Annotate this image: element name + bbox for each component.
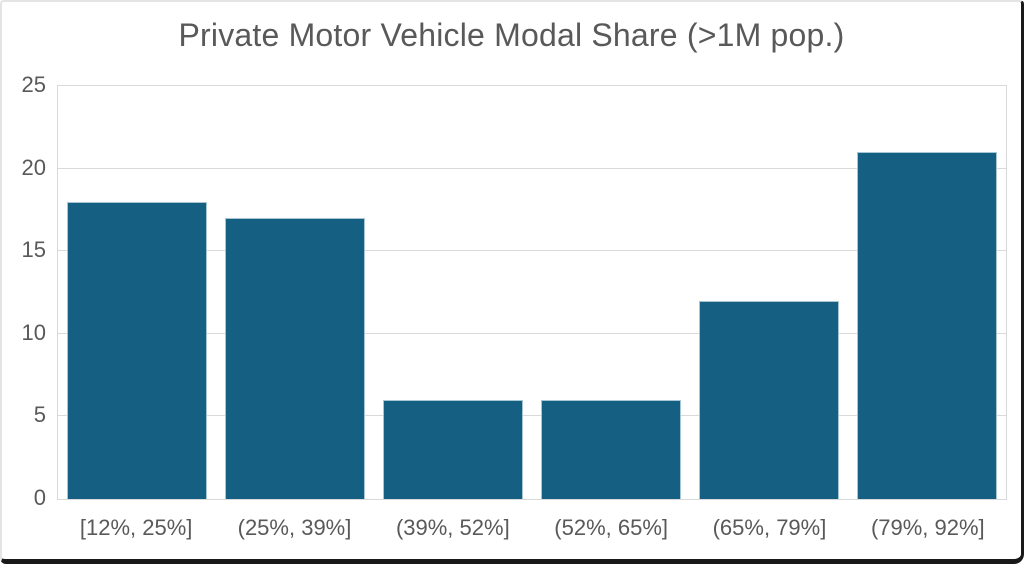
chart-title: Private Motor Vehicle Modal Share (>1M p…: [178, 17, 845, 53]
plot-area: [57, 85, 1007, 500]
bar-1: [66, 201, 208, 499]
bar-slot: [58, 86, 216, 499]
bar-series: [58, 86, 1006, 499]
bar-slot: [690, 86, 848, 499]
bar-slot: [532, 86, 690, 499]
x-tick-label: (25%, 39%]: [237, 515, 352, 540]
y-tick-label: 25: [21, 72, 46, 97]
gridline: [58, 415, 1006, 417]
x-tick-label: (79%, 92%]: [870, 515, 985, 540]
y-tick-label: 15: [21, 237, 46, 263]
x-tick-label: (52%, 65%]: [554, 515, 669, 540]
bar-5: [698, 300, 840, 499]
bar-slot: [216, 86, 374, 499]
y-tick-label: 0: [33, 485, 46, 510]
bar-4: [540, 399, 682, 499]
gridline: [58, 250, 1006, 252]
x-axis: [12%, 25%] (25%, 39%] (39%, 52%] (52%, 65%]…: [57, 499, 1007, 541]
gridline: [58, 332, 1006, 334]
y-tick-label: 10: [21, 319, 46, 345]
bar-2: [224, 218, 366, 499]
bar-slot: [374, 86, 532, 499]
y-axis: 0 5 10 15 20 25: [2, 74, 46, 509]
y-tick-label: 5: [33, 402, 46, 428]
gridline: [58, 167, 1006, 169]
x-tick-label: [12%, 25%]: [79, 515, 193, 540]
bar-6: [856, 152, 998, 499]
y-tick-label: 20: [21, 154, 46, 180]
bar-3: [382, 399, 524, 499]
x-tick-label: (39%, 52%]: [395, 515, 510, 540]
x-tick-label: (65%, 79%]: [712, 515, 827, 540]
bar-slot: [848, 86, 1006, 499]
